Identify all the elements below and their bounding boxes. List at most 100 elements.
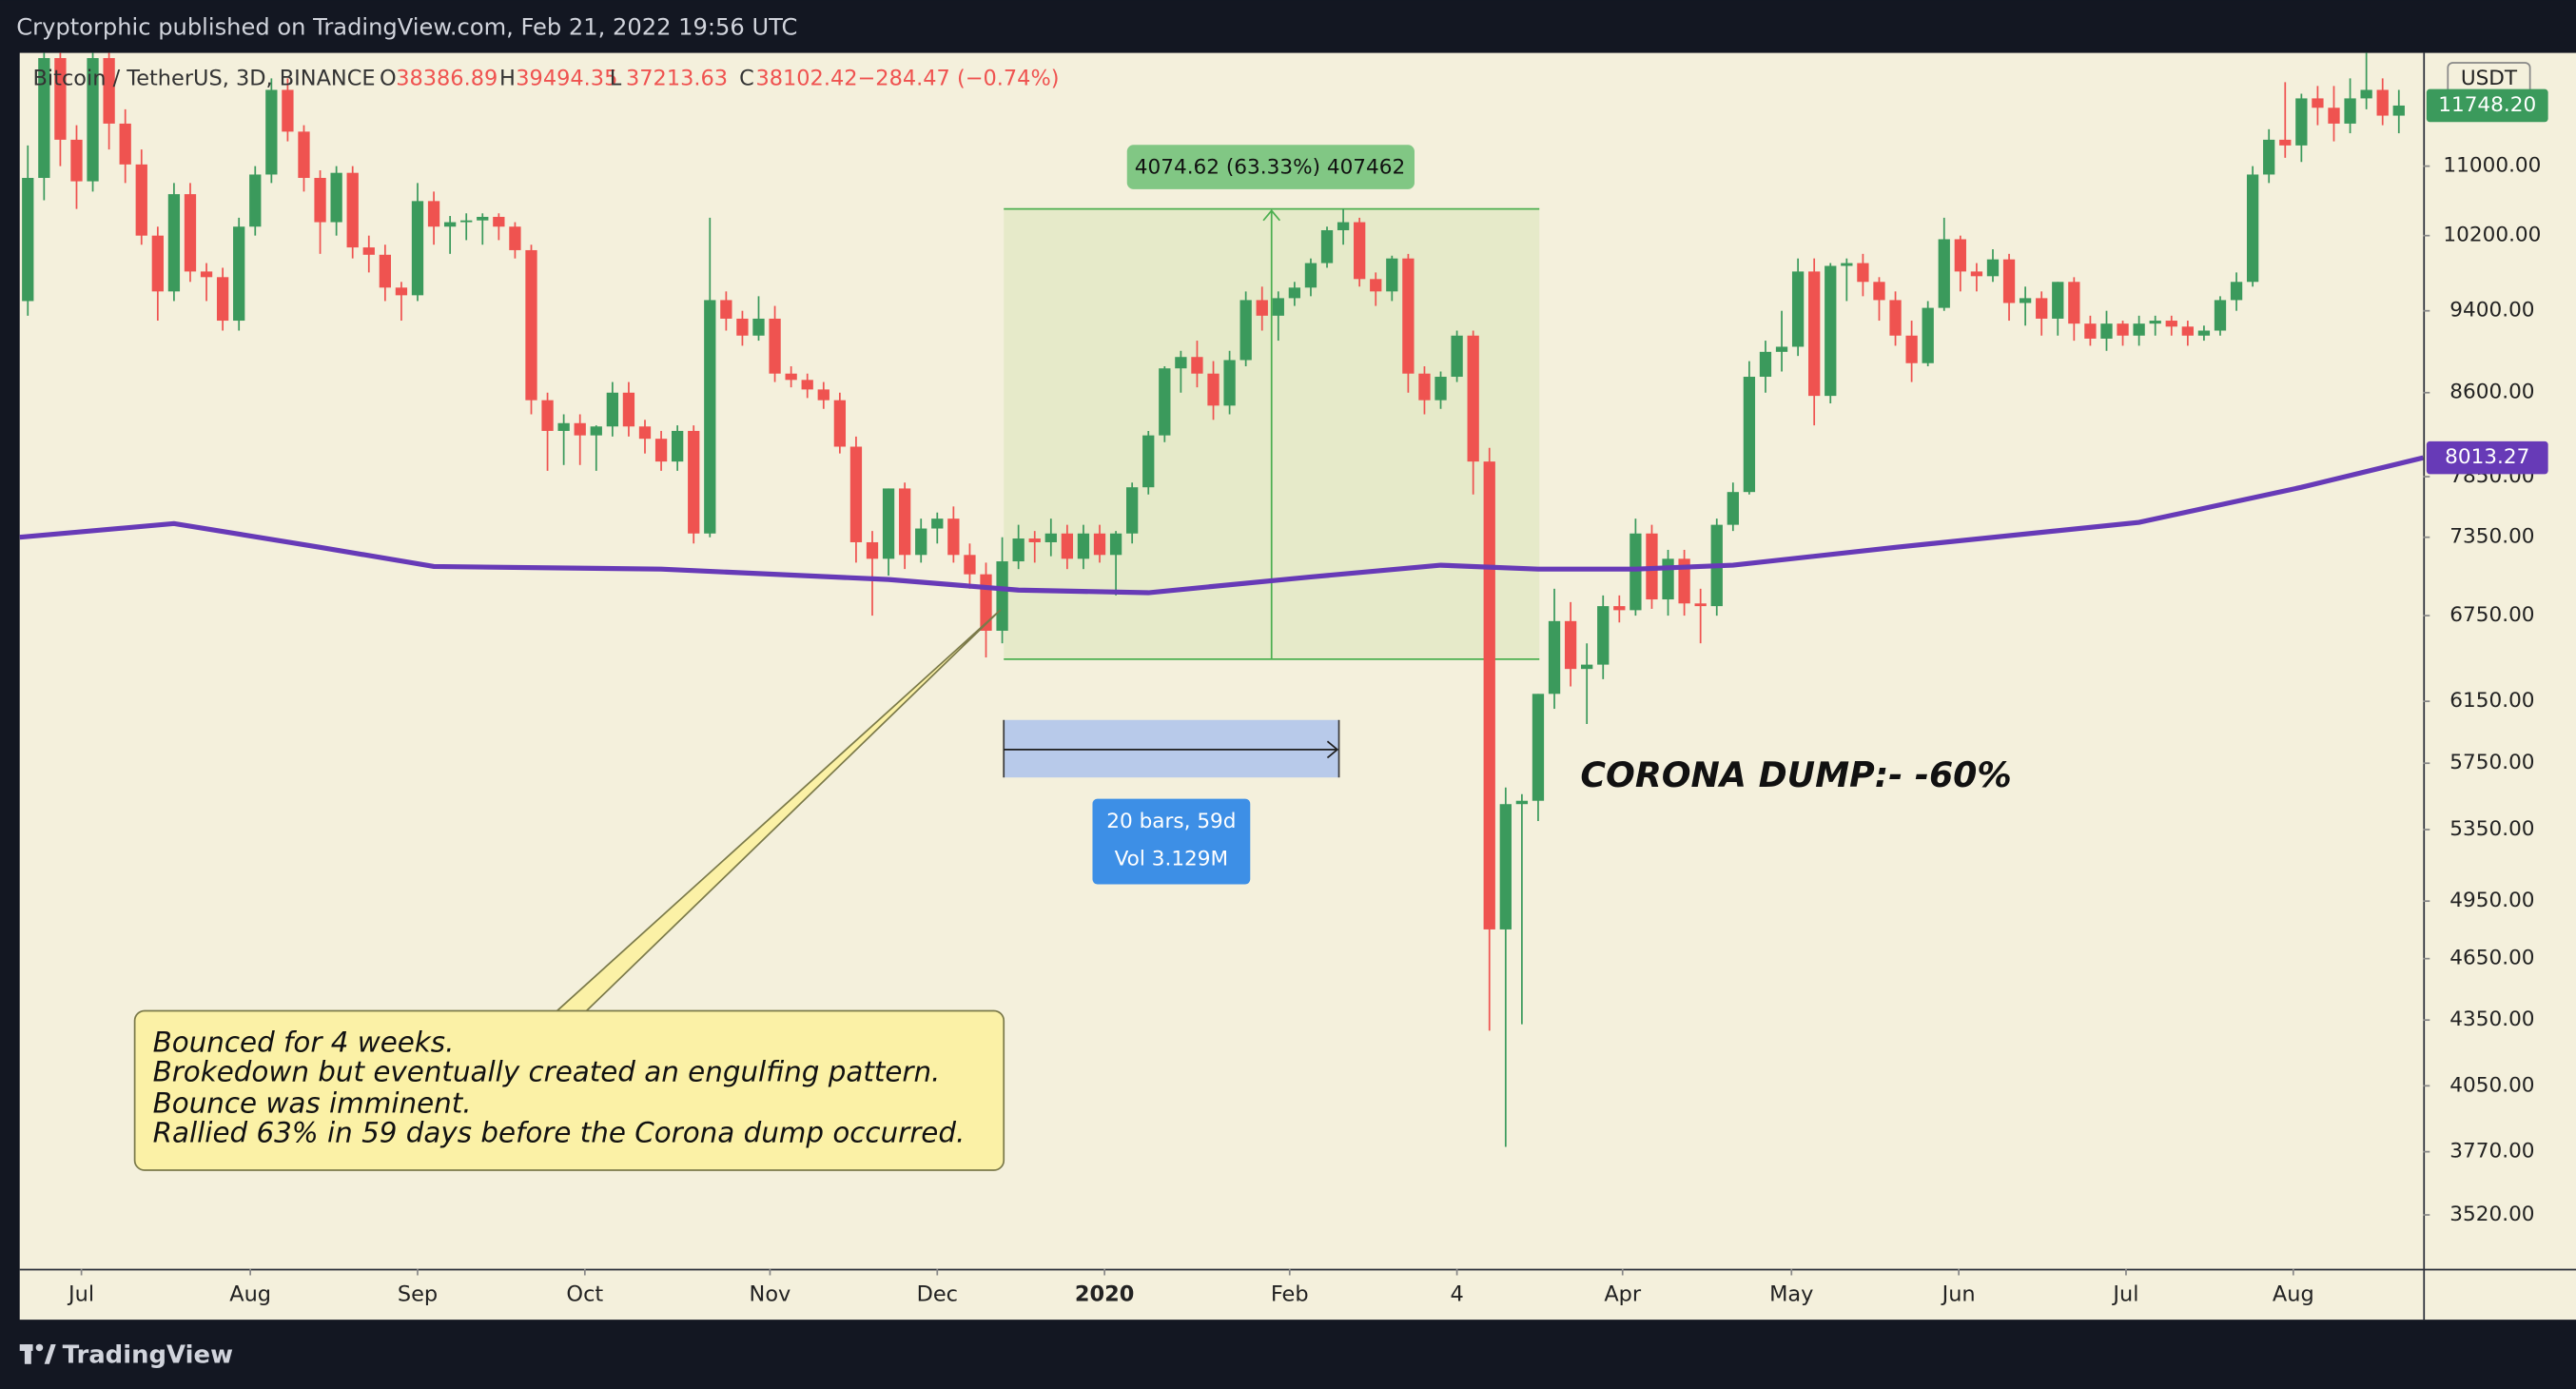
candle-body — [1337, 222, 1350, 230]
candle-body — [2279, 139, 2292, 146]
candle-body — [1581, 664, 1593, 670]
y-tick-label: 7350.00 — [2449, 525, 2534, 549]
x-tick-label: 4 — [1450, 1282, 1463, 1307]
candle-body — [1256, 300, 1268, 316]
logo-dot — [35, 1343, 44, 1352]
candle-body — [1791, 271, 1805, 347]
y-tick-label: 6150.00 — [2449, 689, 2534, 713]
candle-body — [1759, 351, 1772, 378]
candle-body — [1548, 620, 1561, 694]
candle-body — [509, 226, 521, 250]
candle-body — [671, 430, 684, 462]
candle-body — [2117, 323, 2129, 336]
callout-box — [133, 1009, 1005, 1171]
x-tick-label: Oct — [566, 1282, 603, 1307]
candle-body — [736, 318, 749, 336]
ohlc-value: 39494.35 — [516, 67, 617, 91]
candle-body — [2344, 98, 2356, 124]
candle-body — [1159, 368, 1171, 436]
candle-body — [249, 174, 262, 227]
candle-body — [1077, 533, 1090, 559]
candle-body — [2197, 330, 2211, 336]
candle-body — [1678, 558, 1690, 604]
candle-body — [964, 555, 976, 575]
candle-body — [427, 201, 440, 227]
candle-body — [1012, 538, 1025, 562]
y-tick-label: 4050.00 — [2449, 1073, 2534, 1097]
candle-body — [2068, 282, 2080, 324]
candle-body — [704, 300, 716, 534]
price-range-label: 4074.62 (63.33%) 407462 — [1135, 155, 1405, 179]
candle-body — [2214, 300, 2227, 331]
ohlc-value: 38102.42 — [755, 67, 857, 91]
candle-body — [606, 392, 618, 427]
candle-body — [1825, 265, 1837, 397]
y-tick-label: 5750.00 — [2449, 751, 2534, 774]
candle-body — [1354, 222, 1366, 280]
y-tick-label: 9400.00 — [2449, 299, 2534, 323]
x-tick-label: Aug — [2273, 1282, 2314, 1307]
price-range-arrowhead — [1262, 209, 1281, 222]
ohlc-key: L — [610, 67, 622, 91]
candle-body — [200, 271, 213, 278]
candle-body — [2376, 89, 2389, 116]
price-range-label-box — [1126, 145, 1415, 189]
change: −284.47 (−0.74%) — [858, 67, 1060, 91]
ohlc-key: H — [499, 67, 516, 91]
candle-body — [1239, 300, 1252, 361]
candle-body — [2019, 298, 2032, 303]
candle-body — [1304, 263, 1317, 288]
candle-body — [1499, 804, 1512, 929]
y-tick-label: 8600.00 — [2449, 381, 2534, 404]
candle-body — [151, 235, 164, 292]
candle-body — [1434, 377, 1447, 401]
candle-body — [1597, 606, 1610, 665]
callout-line: Rallied 63% in 59 days before the Corona… — [153, 1116, 966, 1148]
volume-label: Vol 3.129M — [1115, 848, 1229, 871]
candle-body — [2036, 298, 2048, 319]
candle-body — [22, 178, 34, 302]
candle-body — [785, 373, 797, 381]
candle-body — [1451, 335, 1463, 378]
date-range-box — [1004, 719, 1339, 778]
y-tick-label: 3770.00 — [2449, 1140, 2534, 1164]
candle-body — [395, 287, 408, 296]
x-tick-label: 2020 — [1075, 1282, 1134, 1307]
candle-body — [1370, 279, 1382, 292]
candle-body — [752, 318, 765, 336]
candle-body — [346, 172, 359, 248]
candle-body — [265, 89, 278, 175]
candle-body — [1515, 800, 1529, 805]
ma-price-label: 8013.27 — [2445, 445, 2529, 469]
ohlc-value: 37213.63 — [626, 67, 728, 91]
candle-body — [2181, 326, 2194, 336]
ohlc-value: 38386.89 — [396, 67, 498, 91]
ohlc-legend: O 38386.89 H 39494.35L 37213.63 C 38102.42 — [380, 67, 858, 91]
candle-body — [2149, 321, 2161, 324]
candle-body — [1775, 346, 1788, 352]
x-tick-label: Sep — [398, 1282, 438, 1307]
candles — [19, 52, 2424, 1147]
x-tick-label: Apr — [1604, 1282, 1642, 1307]
candle-body — [103, 58, 115, 124]
last-price-label: 11748.20 — [2438, 93, 2536, 117]
candle-body — [38, 58, 50, 179]
candle-body — [2133, 323, 2145, 336]
callout-line: Brokedown but eventually created an engu… — [153, 1056, 941, 1088]
candle-body — [460, 220, 473, 223]
candle-body — [87, 58, 99, 182]
candle-body — [233, 226, 245, 322]
candle-body — [2052, 282, 2064, 319]
candle-body — [70, 139, 83, 182]
candle-body — [1938, 239, 1950, 308]
axes: 11000.0010200.009400.008600.007850.00735… — [67, 88, 2548, 1307]
candle-body — [2295, 98, 2308, 146]
candle-body — [1630, 533, 1642, 611]
candle-body — [915, 528, 927, 556]
callout-line: Bounce was imminent. — [153, 1086, 472, 1119]
candle-body — [1905, 335, 1918, 363]
candle-body — [1694, 603, 1707, 607]
last-price-tag — [2426, 88, 2548, 123]
candle-body — [282, 89, 294, 132]
y-tick-label: 11000.00 — [2443, 154, 2541, 178]
